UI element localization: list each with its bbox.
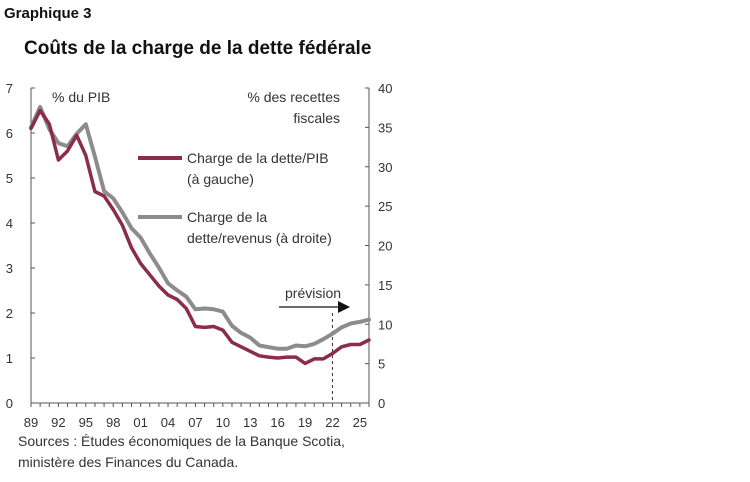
left-tick-label: 4 bbox=[6, 216, 13, 231]
x-tick-label: 98 bbox=[106, 415, 120, 430]
figure-label: Graphique 3 bbox=[4, 5, 92, 22]
left-tick-label: 6 bbox=[6, 126, 13, 141]
chart-title: Coûts de la charge de la dette fédérale bbox=[24, 38, 372, 59]
right-tick-label: 35 bbox=[378, 120, 392, 135]
right-tick-label: 25 bbox=[378, 199, 392, 214]
right-tick-label: 20 bbox=[378, 239, 392, 254]
x-tick-label: 13 bbox=[243, 415, 257, 430]
left-axis-label: % du PIB bbox=[52, 89, 110, 105]
legend-label-debt-gdp-line2: (à gauche) bbox=[187, 171, 254, 187]
right-tick-label: 30 bbox=[378, 160, 392, 175]
x-tick-label: 92 bbox=[51, 415, 65, 430]
right-tick-label: 10 bbox=[378, 317, 392, 332]
x-tick-label: 95 bbox=[79, 415, 93, 430]
legend-label-debt-revenue-line2: dette/revenus (à droite) bbox=[187, 230, 332, 246]
source-line-1: Sources : Études économiques de la Banqu… bbox=[18, 433, 345, 449]
right-axis-label-line1: % des recettes bbox=[247, 89, 340, 105]
right-tick-label: 5 bbox=[378, 357, 385, 372]
x-tick-label: 07 bbox=[188, 415, 202, 430]
left-tick-label: 0 bbox=[6, 396, 13, 411]
x-tick-label: 10 bbox=[216, 415, 230, 430]
right-tick-label: 40 bbox=[378, 81, 392, 96]
x-tick-label: 01 bbox=[133, 415, 147, 430]
series-line-debt-revenue bbox=[29, 104, 371, 351]
legend-label-debt-gdp-line1: Charge de la dette/PIB bbox=[187, 150, 329, 166]
left-tick-label: 3 bbox=[6, 261, 13, 276]
x-tick-label: 16 bbox=[270, 415, 284, 430]
left-tick-label: 7 bbox=[6, 81, 13, 96]
x-tick-label: 22 bbox=[325, 415, 339, 430]
source-line-2: ministère des Finances du Canada. bbox=[18, 454, 239, 470]
right-tick-label: 0 bbox=[378, 396, 385, 411]
x-tick-label: 25 bbox=[353, 415, 367, 430]
right-tick-label: 15 bbox=[378, 278, 392, 293]
legend-label-debt-revenue-line1: Charge de la bbox=[187, 209, 267, 225]
source-note: Sources : Études économiques de la Banqu… bbox=[18, 431, 438, 473]
left-tick-label: 2 bbox=[6, 306, 13, 321]
x-tick-label: 89 bbox=[24, 415, 38, 430]
forecast-label: prévision bbox=[285, 285, 341, 301]
x-tick-label: 04 bbox=[161, 415, 175, 430]
forecast-arrow-head bbox=[338, 301, 350, 313]
right-axis-label-line2: fiscales bbox=[293, 110, 340, 126]
x-tick-label: 19 bbox=[298, 415, 312, 430]
left-tick-label: 5 bbox=[6, 171, 13, 186]
series-line-debt-gdp bbox=[29, 108, 371, 366]
left-tick-label: 1 bbox=[6, 351, 13, 366]
